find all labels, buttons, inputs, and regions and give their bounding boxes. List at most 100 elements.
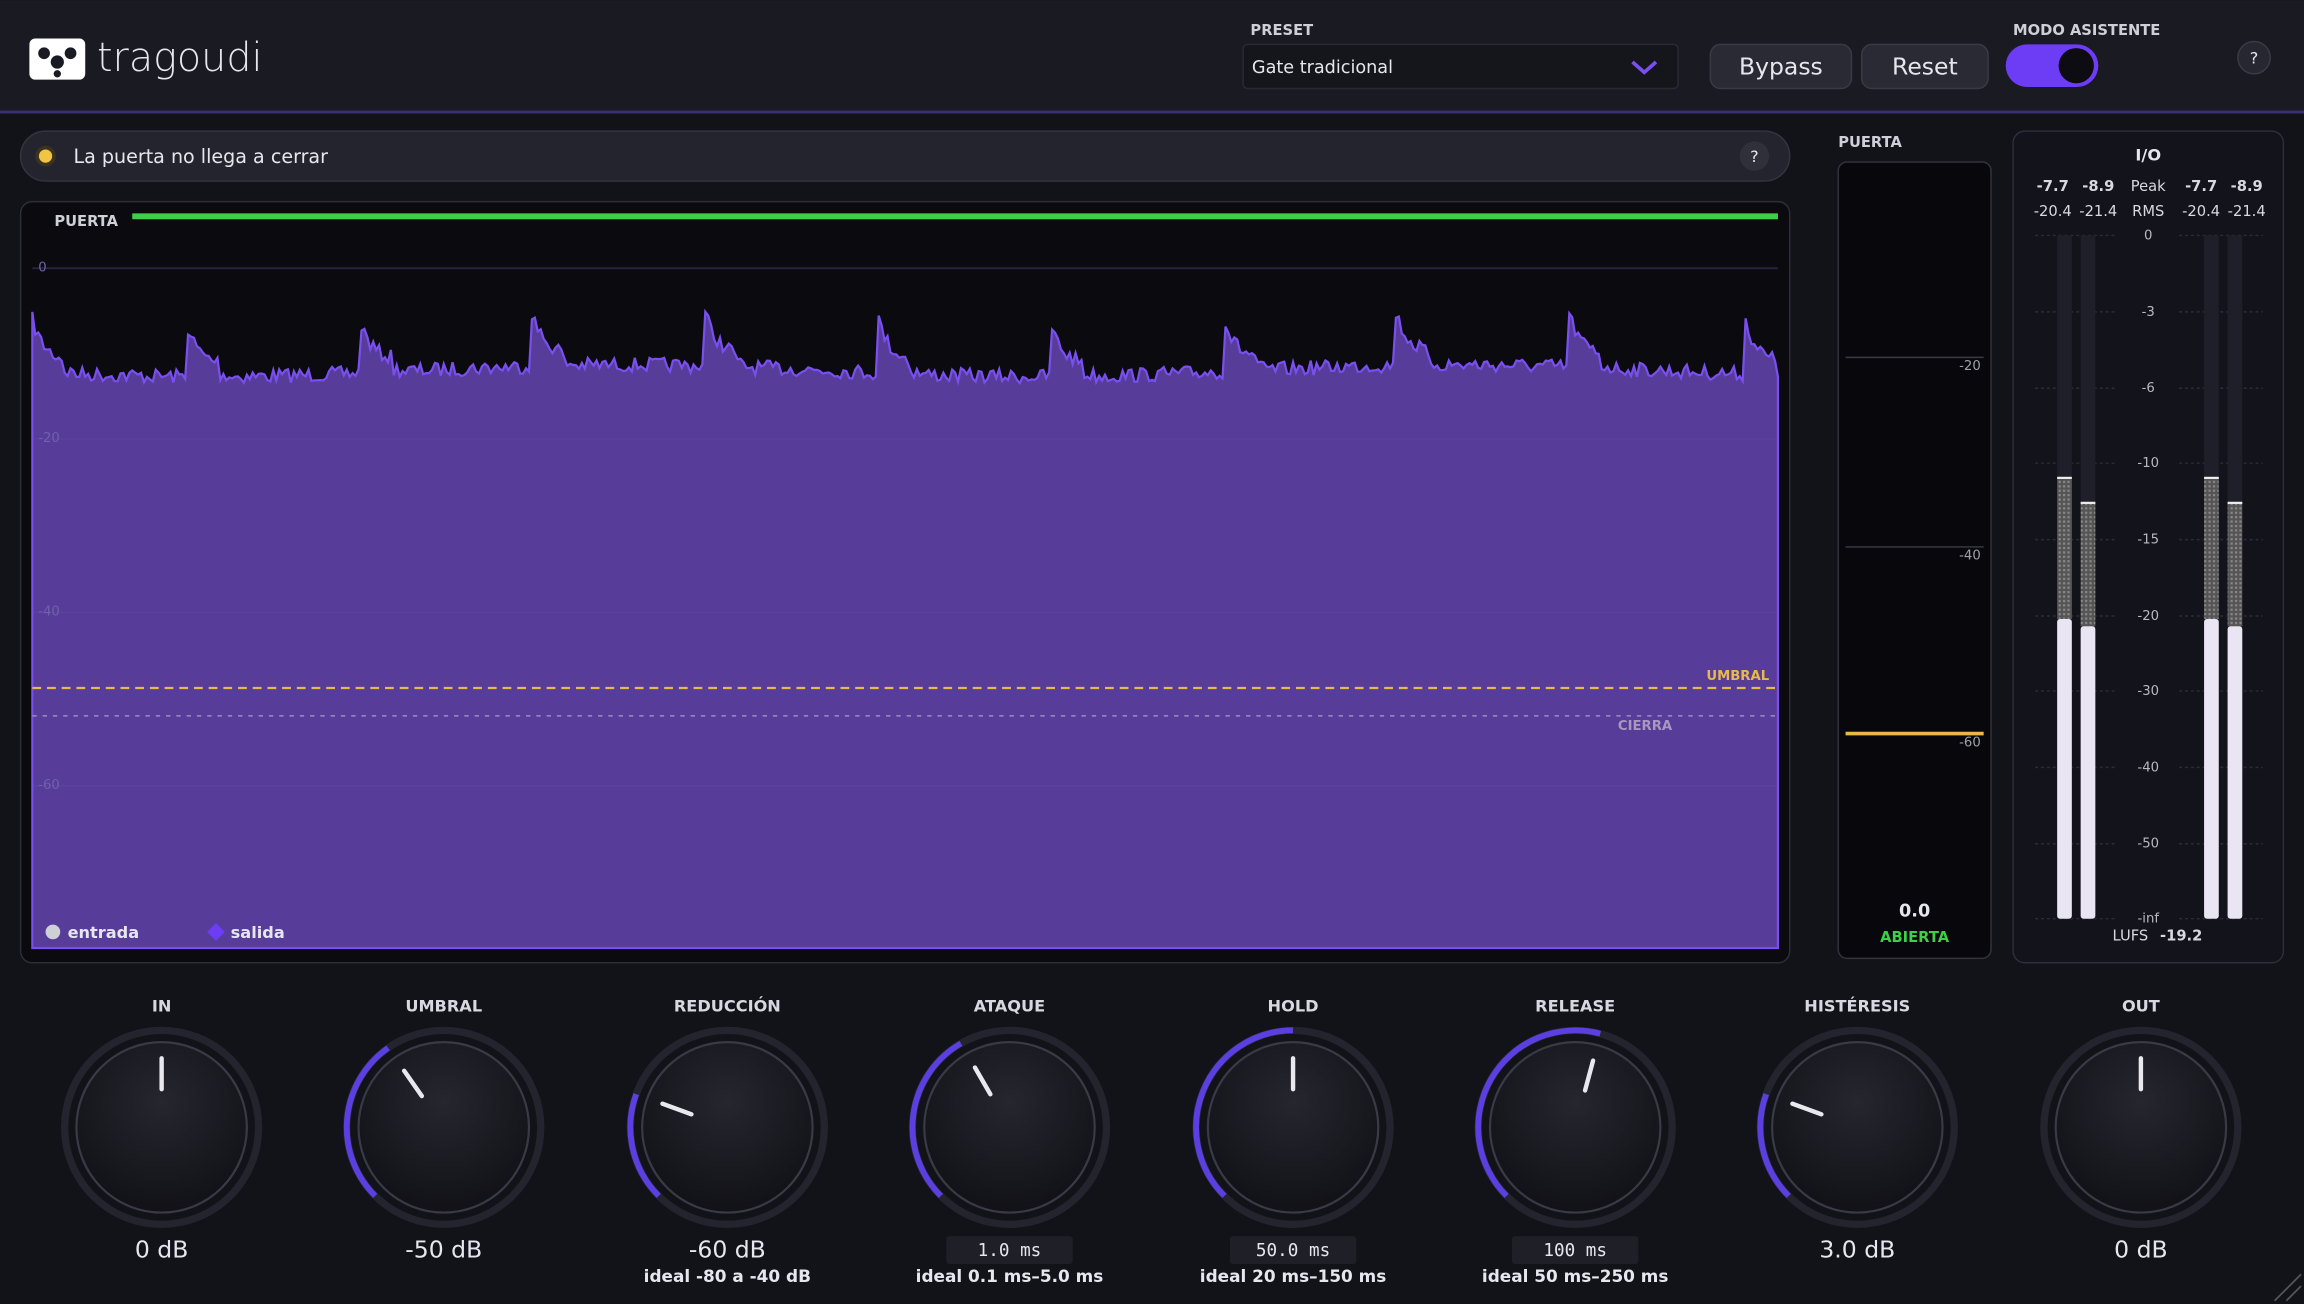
help-label: ?: [2250, 49, 2259, 68]
meter-rms: [2057, 618, 2072, 919]
logo-dot: [38, 47, 50, 60]
knob-value: -50 dB: [405, 1235, 482, 1263]
knob-label: UMBRAL: [405, 996, 482, 1015]
status-bar: [19, 130, 1791, 182]
toggle-knob: [2058, 48, 2094, 84]
assistant-label: MODO ASISTENTE: [2013, 22, 2160, 39]
knob-pointer: [401, 1068, 425, 1099]
meter-scale-label: -10: [2137, 456, 2159, 471]
reset-label: Reset: [1892, 52, 1958, 80]
graph-label: PUERTA: [54, 213, 118, 230]
knob-label: REDUCCIÓN: [674, 996, 781, 1015]
rms-value: -20.4: [2034, 203, 2072, 220]
resize-grip[interactable]: [2273, 1273, 2302, 1302]
knob[interactable]: [75, 1041, 248, 1214]
knob-ring: [60, 1026, 263, 1228]
meter-peak: [2080, 502, 2096, 627]
close-label: CIERRA: [1618, 719, 1673, 734]
meter-scale-label: -30: [2137, 684, 2159, 699]
knob-label: HOLD: [1268, 996, 1319, 1015]
y-axis-label: -20: [38, 431, 60, 446]
logo-dot: [53, 70, 61, 78]
status-help-label: ?: [1750, 147, 1759, 166]
peak-label: Peak: [2131, 178, 2166, 195]
knob-arc: [627, 1093, 661, 1198]
knob[interactable]: [1488, 1041, 1662, 1214]
status-light: [38, 149, 53, 163]
help-button[interactable]: [2237, 40, 2271, 75]
knob-value: 0 dB: [135, 1235, 188, 1263]
knob-hint: ideal -80 a -40 dB: [644, 1266, 811, 1286]
peak-value: -8.9: [2082, 178, 2114, 195]
knob[interactable]: [1206, 1041, 1380, 1214]
knob-value: 1.0 ms: [978, 1241, 1042, 1261]
gate-meter-tick: -60: [1959, 735, 1981, 750]
preset-value: Gate tradicional: [1252, 58, 1393, 78]
knob-hint: ideal 20 ms–150 ms: [1200, 1266, 1387, 1286]
gate-value: 0.0: [1899, 901, 1930, 921]
threshold-label: UMBRAL: [1706, 669, 1769, 684]
knob[interactable]: [1770, 1041, 1944, 1214]
logo-dot: [50, 55, 64, 69]
knob-label: OUT: [2122, 996, 2160, 1015]
knob-value: 100 ms: [1543, 1241, 1607, 1261]
knob-arc: [343, 1045, 390, 1198]
knob-ring: [2040, 1026, 2242, 1228]
knob-arc: [909, 1040, 963, 1198]
lufs-label: LUFS: [2113, 927, 2149, 944]
knob[interactable]: [923, 1041, 1096, 1214]
peak-value: -7.7: [2185, 178, 2217, 195]
knob[interactable]: [641, 1041, 814, 1214]
meter-scale-label: -6: [2142, 381, 2155, 396]
meter-rms: [2227, 626, 2243, 919]
knob-hint: ideal 50 ms–250 ms: [1482, 1266, 1669, 1286]
knob-pointer: [1790, 1101, 1824, 1117]
knob-value: 3.0 dB: [1819, 1235, 1895, 1263]
preset-dropdown[interactable]: [1242, 43, 1679, 90]
knob[interactable]: [357, 1041, 531, 1214]
y-axis-label: -40: [38, 605, 60, 620]
legend-input: entrada: [68, 923, 140, 942]
value-box[interactable]: [1229, 1236, 1357, 1264]
meter-rms: [2080, 626, 2096, 919]
knob-pointer: [660, 1101, 694, 1117]
gate-meter-label: PUERTA: [1838, 134, 1902, 151]
meter-scale-label: -15: [2137, 533, 2159, 548]
gate-meter: [1837, 161, 1992, 960]
status-message: La puerta no llega a cerrar: [73, 145, 328, 168]
knob-label: ATAQUE: [974, 996, 1045, 1015]
knob-label: RELEASE: [1535, 996, 1615, 1015]
knob-value: -60 dB: [689, 1235, 766, 1263]
meter-scale-label: -40: [2137, 760, 2159, 775]
legend-input-swatch: [45, 924, 61, 940]
bypass-button[interactable]: [1709, 43, 1853, 90]
legend-output-swatch: [207, 923, 225, 941]
io-title: I/O: [2135, 146, 2161, 165]
meter-scale-label: 0: [2144, 228, 2152, 243]
value-box[interactable]: [946, 1236, 1073, 1264]
knob-label: HISTÉRESIS: [1804, 996, 1910, 1015]
gate-state: ABIERTA: [1880, 929, 1950, 946]
meter-peak: [2204, 477, 2219, 619]
value-box[interactable]: [1512, 1236, 1639, 1264]
bypass-label: Bypass: [1739, 52, 1823, 80]
knob-value: 50.0 ms: [1256, 1241, 1330, 1261]
status-help-button[interactable]: [1739, 141, 1770, 171]
knob-value: 0 dB: [2114, 1235, 2167, 1263]
knob[interactable]: [2054, 1041, 2228, 1214]
reset-button[interactable]: [1860, 43, 1989, 90]
rms-value: -20.4: [2182, 203, 2220, 220]
peak-value: -7.7: [2037, 178, 2069, 195]
dropdown-chevron: [1631, 60, 1658, 75]
meter-scale-label: -50: [2137, 837, 2159, 852]
meter-scale-label: -3: [2142, 305, 2155, 320]
meter-peak: [2227, 502, 2243, 627]
rms-value: -21.4: [2079, 203, 2117, 220]
header-divider: [0, 110, 2304, 114]
knob-hint: ideal 0.1 ms–5.0 ms: [916, 1266, 1104, 1286]
gate-meter-tick: -40: [1959, 549, 1981, 564]
legend-output: salida: [231, 923, 285, 942]
knob-arc: [1757, 1093, 1791, 1198]
